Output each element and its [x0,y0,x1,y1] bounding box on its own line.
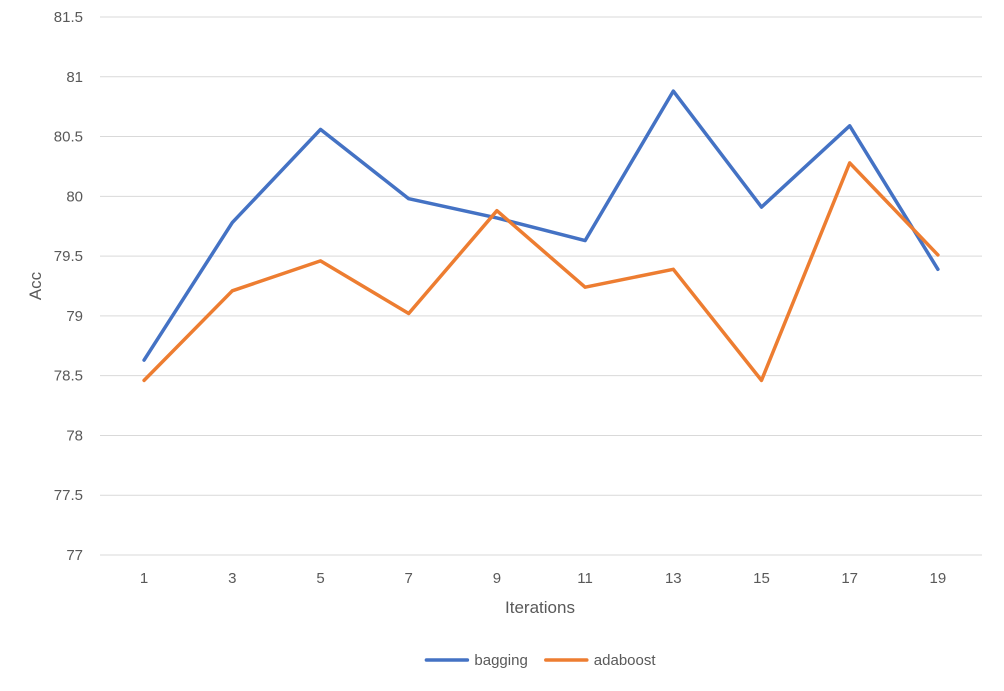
y-tick-label: 79 [66,308,83,325]
legend-item-bagging: bagging [424,652,528,669]
legend-item-adaboost: adaboost [544,652,657,669]
x-tick-label: 1 [140,570,148,587]
series-line-bagging [142,89,940,362]
y-tick-label: 78.5 [54,368,83,385]
x-tick-label: 15 [753,570,770,587]
legend-label: adaboost [594,652,657,669]
x-axis-title: Iterations [505,598,575,617]
y-tick-labels: 77 77.5 78 78.5 79 79.5 80 80.5 81 81.5 [54,9,83,564]
y-tick-label: 81 [66,69,83,86]
series-line-adaboost [142,161,940,383]
series-lines [142,89,940,383]
y-tick-label: 78 [66,427,83,444]
y-tick-label: 77.5 [54,487,83,504]
x-tick-label: 5 [316,570,324,587]
y-tick-label: 80.5 [54,129,83,146]
x-tick-label: 17 [841,570,858,587]
legend-label: bagging [474,652,527,669]
y-tick-label: 81.5 [54,9,83,26]
y-tick-label: 77 [66,547,83,564]
x-tick-label: 11 [577,570,593,587]
x-tick-label: 13 [665,570,682,587]
legend: bagging adaboost [424,652,657,669]
gridlines [100,16,982,556]
y-tick-label: 80 [66,188,83,205]
y-axis-title: Acc [26,271,45,300]
x-tick-label: 7 [405,570,413,587]
x-tick-labels: 1 3 5 7 9 11 13 15 17 19 [140,570,946,587]
x-tick-label: 9 [493,570,501,587]
x-tick-label: 19 [930,570,947,587]
y-tick-label: 79.5 [54,248,83,265]
x-tick-label: 3 [228,570,236,587]
